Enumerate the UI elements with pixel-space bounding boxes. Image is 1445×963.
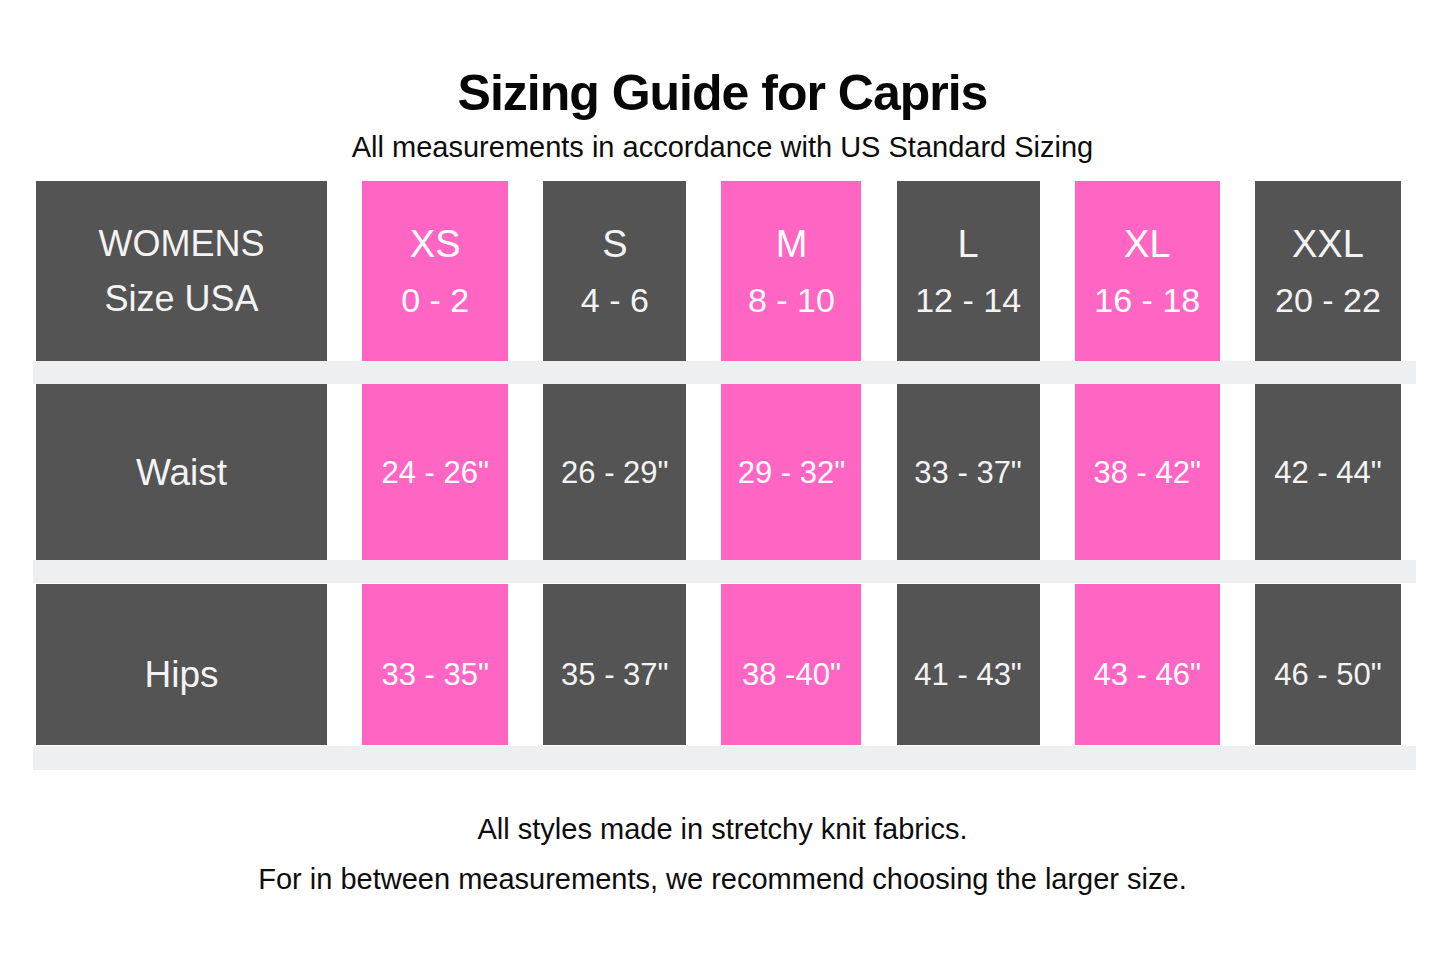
size-header-xs: XS 0 - 2	[362, 181, 508, 361]
size-label-m: M	[776, 225, 808, 263]
hips-label: Hips	[144, 656, 218, 693]
size-header-row: WOMENS Size USA XS 0 - 2 S 4 - 6 M 8 - 1…	[36, 181, 1401, 361]
waist-label: Waist	[136, 454, 227, 491]
footer-note-1: All styles made in stretchy knit fabrics…	[0, 813, 1445, 846]
size-range-xxl: 20 - 22	[1275, 283, 1381, 317]
hips-row: Hips 33 - 35" 35 - 37" 38 -40" 41 - 43" …	[36, 584, 1401, 745]
hips-value-xxl: 46 - 50"	[1255, 584, 1401, 745]
sizing-guide-graphic: Sizing Guide for Capris All measurements…	[0, 0, 1445, 963]
hips-value-m: 38 -40"	[721, 584, 861, 745]
row-divider-1	[33, 361, 1416, 384]
page-subtitle: All measurements in accordance with US S…	[0, 131, 1445, 164]
size-label-xl: XL	[1124, 225, 1170, 263]
hips-value-xl: 43 - 46"	[1075, 584, 1220, 745]
hips-value-l: 41 - 43"	[897, 584, 1040, 745]
footer-note-2: For in between measurements, we recommen…	[0, 863, 1445, 896]
size-header-l: L 12 - 14	[897, 181, 1040, 361]
size-label-l: L	[958, 225, 979, 263]
size-range-xs: 0 - 2	[401, 283, 469, 317]
page-title: Sizing Guide for Capris	[0, 64, 1445, 122]
waist-value-xs: 24 - 26"	[362, 384, 508, 560]
hips-value-xs: 33 - 35"	[362, 584, 508, 745]
size-range-l: 12 - 14	[915, 283, 1021, 317]
waist-value-xl: 38 - 42"	[1075, 384, 1220, 560]
corner-label-line1: WOMENS	[99, 226, 265, 262]
size-label-xxl: XXL	[1292, 225, 1364, 263]
size-header-m: M 8 - 10	[721, 181, 861, 361]
corner-label-line2: Size USA	[104, 281, 258, 317]
waist-row-header: Waist	[36, 384, 327, 560]
waist-value-xxl: 42 - 44"	[1255, 384, 1401, 560]
size-header-s: S 4 - 6	[543, 181, 686, 361]
waist-value-s: 26 - 29"	[543, 384, 686, 560]
size-range-xl: 16 - 18	[1094, 283, 1200, 317]
waist-value-m: 29 - 32"	[721, 384, 861, 560]
hips-value-s: 35 - 37"	[543, 584, 686, 745]
size-range-m: 8 - 10	[748, 283, 835, 317]
size-header-xxl: XXL 20 - 22	[1255, 181, 1401, 361]
waist-row: Waist 24 - 26" 26 - 29" 29 - 32" 33 - 37…	[36, 384, 1401, 560]
size-header-xl: XL 16 - 18	[1075, 181, 1220, 361]
womens-size-usa-header: WOMENS Size USA	[36, 181, 327, 361]
hips-row-header: Hips	[36, 584, 327, 745]
size-range-s: 4 - 6	[581, 283, 649, 317]
row-divider-2	[33, 560, 1416, 583]
size-label-xs: XS	[410, 225, 461, 263]
row-divider-3	[33, 746, 1416, 770]
waist-value-l: 33 - 37"	[897, 384, 1040, 560]
size-label-s: S	[602, 225, 627, 263]
